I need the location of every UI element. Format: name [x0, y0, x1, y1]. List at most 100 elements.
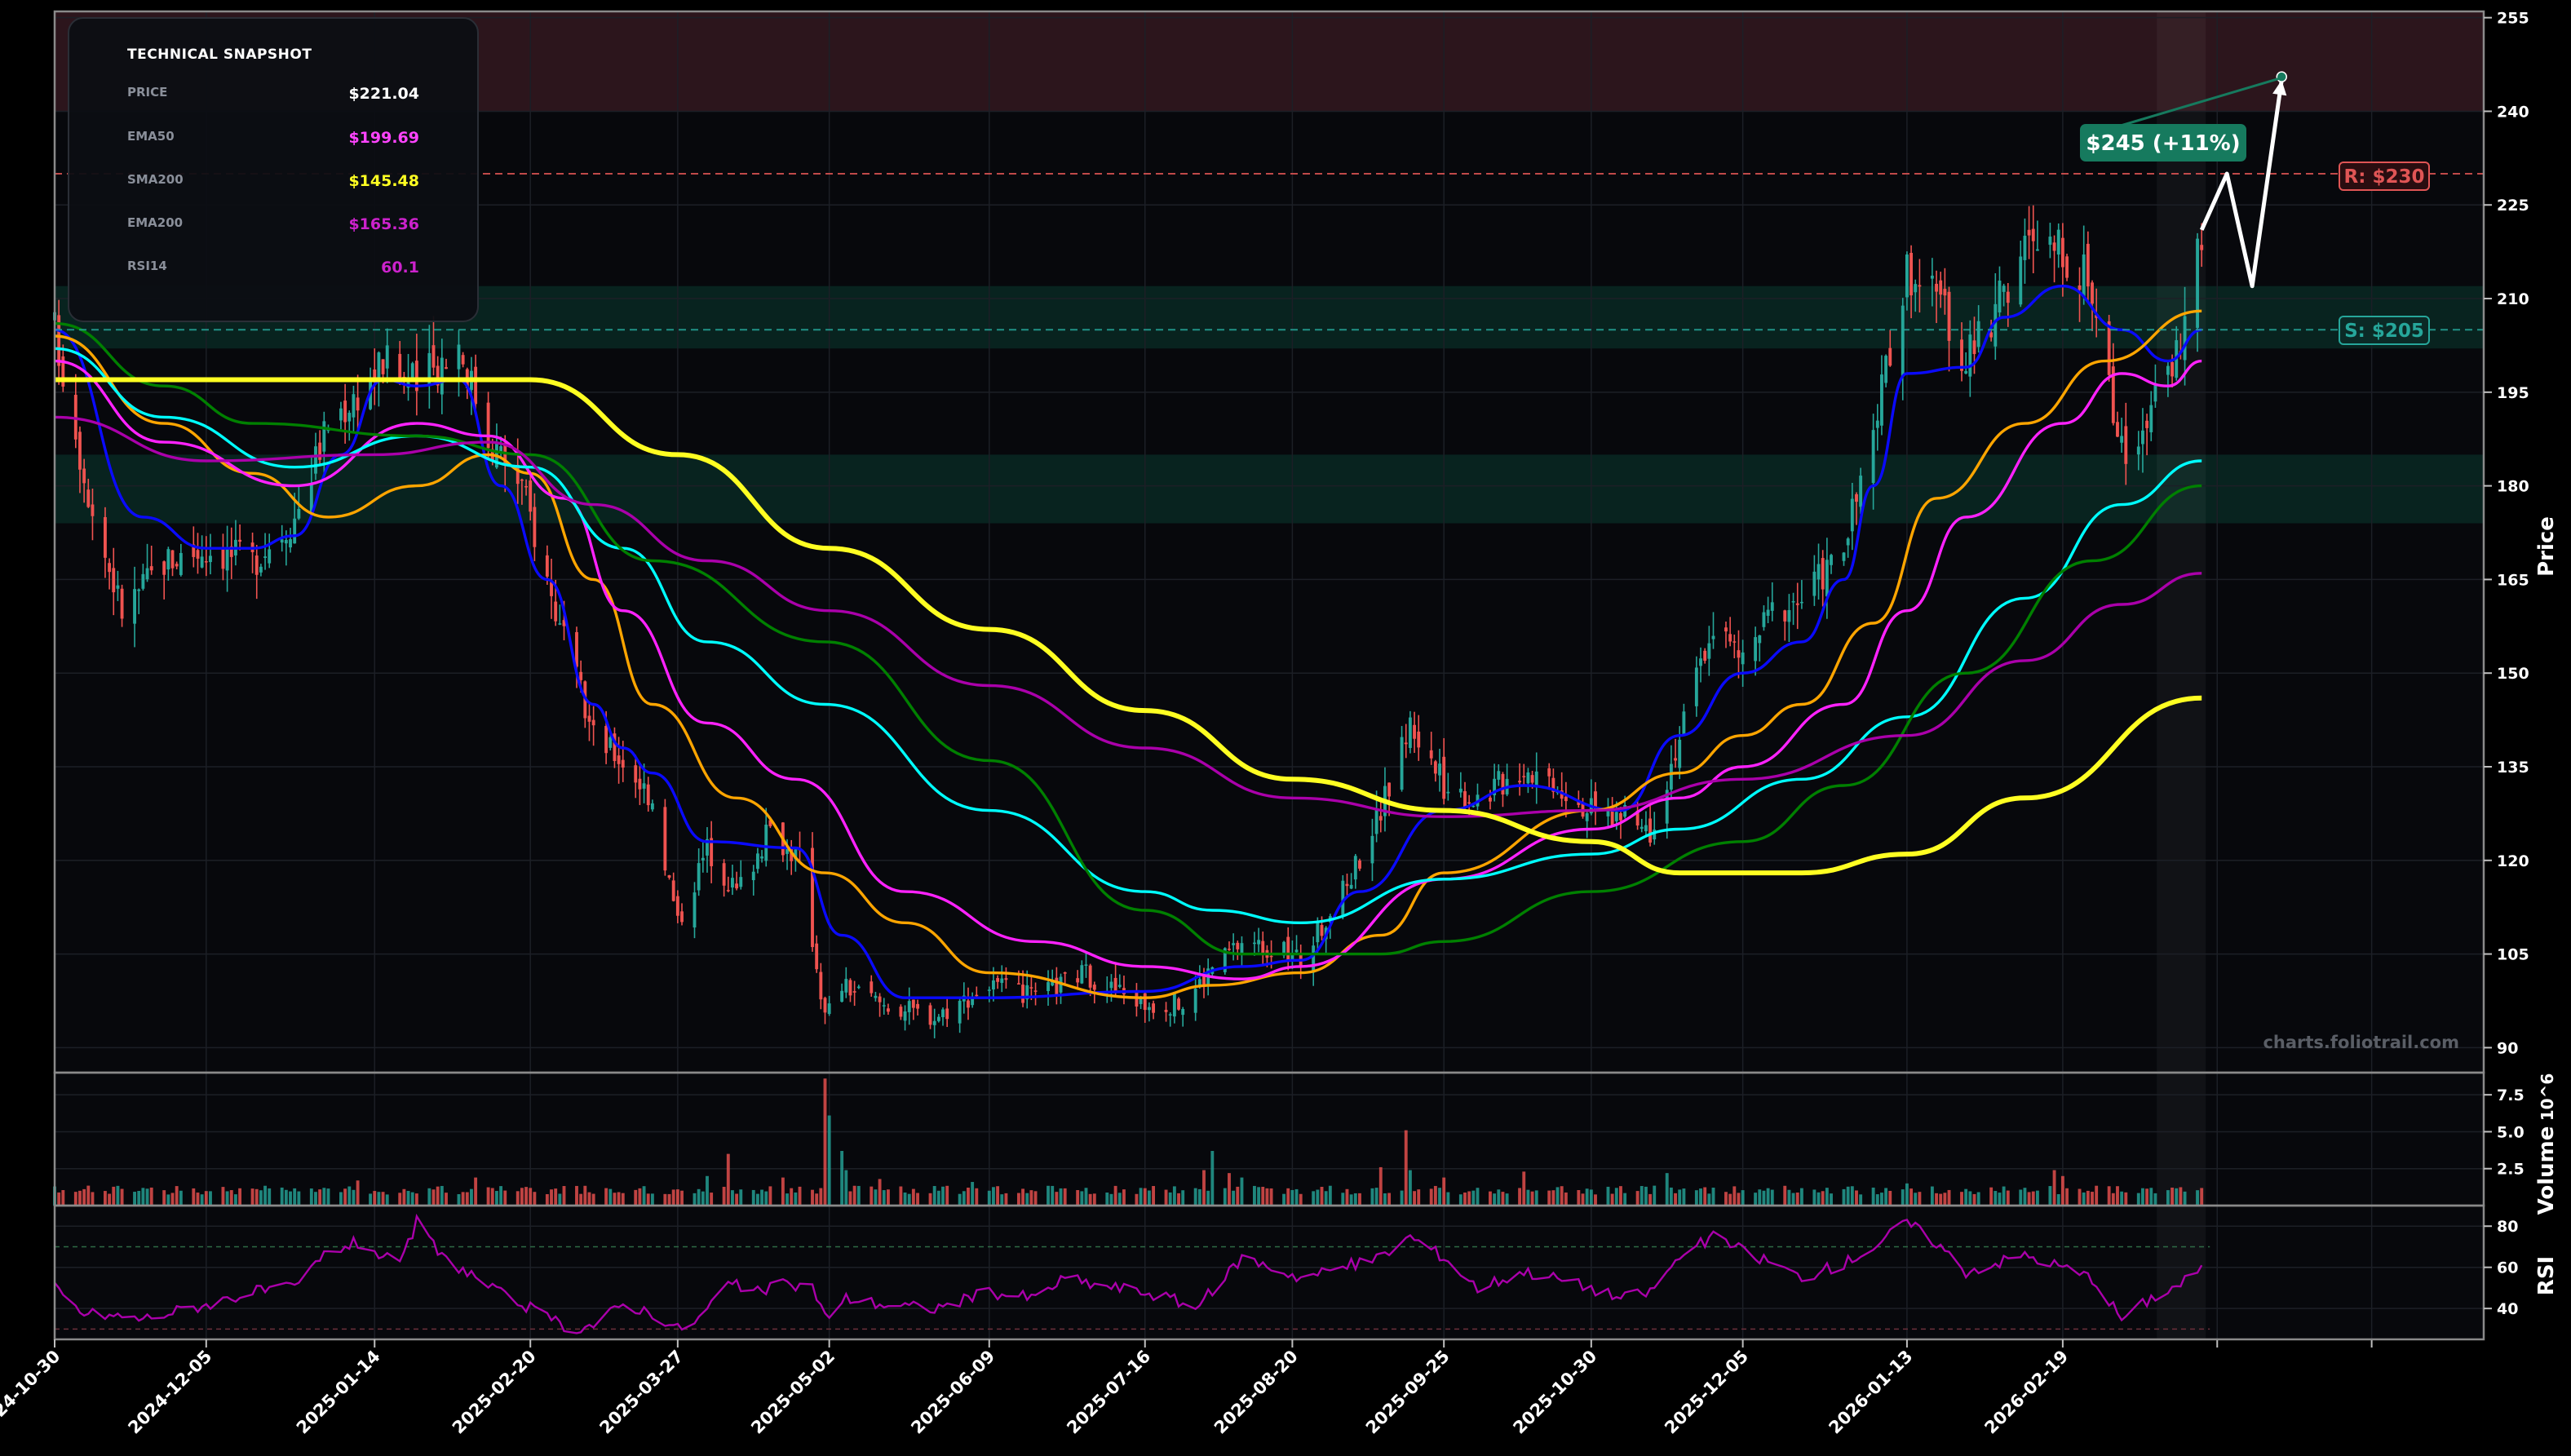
candle-body: [1236, 942, 1240, 949]
candle-body: [1871, 430, 1875, 484]
candle-body: [1724, 627, 1728, 632]
volume-bar: [1842, 1188, 1846, 1206]
volume-bar: [675, 1189, 679, 1206]
candle-body: [1909, 252, 1914, 296]
candle-body: [2002, 285, 2006, 292]
volume-bar: [554, 1188, 558, 1206]
snapshot-value-rsi14: 60.1: [381, 259, 419, 277]
candle-body: [347, 413, 352, 422]
price-tick-label-1: 105: [2497, 946, 2529, 964]
candle-body: [280, 539, 284, 543]
volume-bar: [486, 1187, 490, 1206]
candle-body: [554, 601, 558, 622]
candle-body: [314, 446, 317, 474]
candle-body: [486, 402, 490, 449]
candle-body: [1147, 1007, 1151, 1011]
volume-bar: [2136, 1193, 2140, 1206]
volume-bar: [1497, 1189, 1501, 1206]
volume-bar: [1349, 1194, 1353, 1206]
candle-body: [499, 446, 503, 453]
volume-bar: [1253, 1185, 1256, 1206]
candle-body: [693, 892, 697, 928]
volume-bar: [1859, 1194, 1863, 1206]
price-tick-label-10: 240: [2497, 103, 2529, 121]
candle-body: [1109, 981, 1113, 989]
candle-body: [112, 568, 116, 593]
candle-body: [2027, 229, 2031, 236]
volume-bar: [2091, 1192, 2094, 1206]
candle-body: [604, 726, 608, 754]
volume-bar: [671, 1189, 675, 1206]
volume-bar: [1501, 1192, 1505, 1206]
volume-bar: [1871, 1187, 1875, 1206]
candle-body: [1429, 750, 1433, 759]
candle-body: [1855, 493, 1858, 502]
volume-bar: [2023, 1188, 2027, 1206]
volume-bar: [735, 1193, 739, 1206]
candle-body: [907, 1001, 911, 1012]
volume-bar: [2124, 1192, 2128, 1206]
volume-bar: [318, 1189, 322, 1206]
candle-body: [1261, 940, 1265, 954]
candle-body: [238, 539, 242, 542]
volume-bar: [373, 1191, 377, 1206]
volume-bar: [1943, 1193, 1947, 1206]
volume-bar: [751, 1189, 755, 1206]
volume-bar: [1265, 1188, 1269, 1206]
volume-bar: [322, 1188, 326, 1206]
candle-body: [1177, 998, 1180, 1010]
volume-bar: [1682, 1188, 1686, 1206]
candle-body: [1197, 979, 1201, 986]
price-tick-label-4: 150: [2497, 665, 2529, 683]
volume-bar: [254, 1188, 259, 1206]
volume-bar: [798, 1186, 802, 1206]
volume-bar: [870, 1186, 874, 1206]
volume-bar: [621, 1193, 625, 1206]
candle-body: [932, 1020, 936, 1025]
candle-body: [936, 1016, 940, 1021]
volume-bar: [852, 1185, 856, 1206]
candle-body: [1320, 925, 1324, 936]
volume-bar: [1830, 1193, 1833, 1206]
candle-body: [1080, 965, 1084, 984]
price-tick-label-8: 210: [2497, 290, 2529, 308]
candle-body: [204, 561, 208, 563]
candle-body: [1092, 985, 1096, 990]
candle-body: [751, 871, 755, 881]
candle-body: [431, 345, 436, 368]
volume-bar: [470, 1188, 473, 1206]
candle-body: [710, 838, 714, 866]
volume-bar: [2107, 1186, 2111, 1206]
volume-bar: [1783, 1185, 1787, 1206]
price-axis-label: Price: [2534, 516, 2559, 577]
volume-bar: [1021, 1188, 1025, 1206]
candle-body: [706, 839, 709, 856]
candle-body: [259, 566, 263, 573]
volume-bar: [1758, 1189, 1762, 1206]
candle-body: [1404, 742, 1408, 745]
candle-body: [297, 509, 301, 519]
candle-body: [1884, 356, 1888, 383]
volume-bar: [2149, 1188, 2153, 1206]
volume-bar: [1534, 1190, 1538, 1206]
candle-body: [1084, 964, 1088, 966]
volume-bar: [166, 1194, 170, 1206]
volume-bar: [962, 1191, 966, 1206]
volume-bar: [1875, 1194, 1879, 1206]
volume-axis-unit: 10^6: [2538, 1073, 2557, 1122]
volume-bar: [1320, 1187, 1324, 1206]
snapshot-key-price: PRICE: [127, 85, 167, 100]
volume-bar: [634, 1189, 638, 1206]
candle-body: [1493, 778, 1497, 795]
candle-body: [381, 359, 385, 374]
candle-body: [663, 807, 667, 871]
price-tick-label-0: 90: [2497, 1039, 2518, 1057]
price-tick-label-7: 195: [2497, 384, 2529, 402]
volume-bar: [1294, 1188, 1299, 1206]
volume-bar: [1168, 1192, 1172, 1206]
volume-bar: [1669, 1187, 1673, 1206]
volume-bar: [790, 1188, 794, 1206]
snapshot-key-ema50: EMA50: [127, 129, 175, 144]
